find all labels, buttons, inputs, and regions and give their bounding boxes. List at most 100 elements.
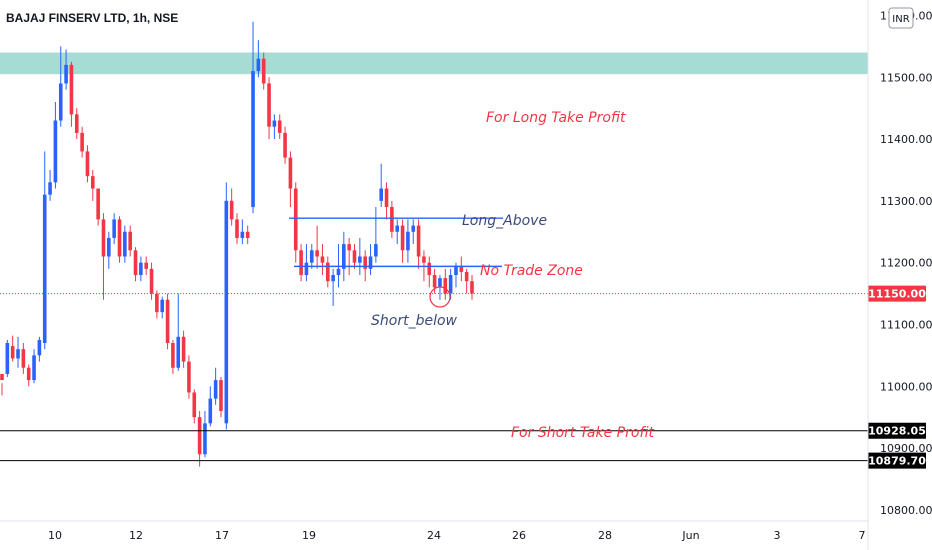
x-tick-label: 24	[427, 529, 441, 542]
candle-body	[427, 262, 432, 276]
level-price-badge: 10928.05	[868, 422, 926, 439]
candle-body	[96, 188, 100, 220]
candle	[187, 355, 191, 399]
annotation-short-take-profit[interactable]: For Short Take Profit	[511, 425, 654, 441]
candle	[272, 114, 277, 140]
candle	[208, 386, 213, 427]
level-price-badge: 10879.70	[868, 452, 926, 469]
annotation-no-trade-zone[interactable]: No Trade Zone	[480, 263, 583, 279]
candle-body	[432, 275, 437, 288]
candle	[384, 182, 389, 220]
candle	[320, 244, 325, 276]
candle	[293, 182, 298, 263]
candle-body	[261, 58, 266, 84]
candle-body	[197, 417, 202, 455]
candle-body	[277, 120, 282, 133]
annotation-long-take-profit[interactable]: For Long Take Profit	[486, 110, 626, 126]
candle-body	[208, 398, 213, 424]
candle-body	[358, 256, 362, 263]
candle-body	[422, 256, 426, 263]
candle-body	[112, 219, 116, 238]
annotation-long-above[interactable]: Long_Above	[462, 213, 547, 229]
annotation-short-below[interactable]: Short_below	[371, 313, 458, 329]
candle-body	[390, 207, 394, 232]
candle-body	[470, 281, 474, 294]
candle-body	[224, 200, 229, 424]
candle	[0, 373, 4, 396]
candle	[90, 169, 95, 201]
candle-body	[203, 423, 207, 455]
candle-body	[267, 83, 271, 127]
level-price-label: 10879.70	[868, 455, 926, 468]
candle	[331, 268, 335, 306]
candle-body	[320, 256, 325, 263]
candle	[128, 225, 132, 257]
candle	[368, 244, 373, 276]
candle	[171, 339, 175, 374]
y-tick-label: 11500.00	[880, 71, 932, 84]
candle-body	[368, 256, 373, 269]
candle-body	[304, 262, 309, 276]
candle	[406, 219, 410, 263]
candle	[416, 219, 421, 269]
candle-body	[213, 380, 218, 399]
candle-body	[379, 188, 384, 201]
y-tick-label: 11300.00	[880, 195, 932, 208]
y-tick-label: 11400.00	[880, 133, 932, 146]
currency-button[interactable]: INR	[888, 7, 914, 29]
candle-body	[438, 278, 442, 288]
candle-body	[10, 346, 15, 359]
candle	[342, 231, 346, 282]
candle-body	[69, 64, 74, 115]
candle	[283, 126, 287, 164]
x-tick-label: 10	[48, 529, 62, 542]
candle-body	[117, 219, 122, 257]
breakdown-marker[interactable]	[429, 286, 451, 308]
candle	[197, 410, 202, 467]
candle-body	[299, 250, 303, 276]
candle	[277, 114, 282, 140]
candle	[176, 293, 181, 371]
candle	[304, 244, 309, 282]
x-tick-label: 17	[215, 529, 229, 542]
candle-body	[0, 373, 4, 381]
candle	[37, 336, 42, 362]
candle-body	[384, 188, 389, 208]
x-tick-label: 28	[598, 529, 612, 542]
candle	[144, 256, 149, 276]
candle	[117, 216, 122, 263]
candle-body	[133, 250, 138, 276]
candle	[358, 237, 362, 276]
candle	[464, 268, 469, 294]
candle-body	[149, 268, 154, 294]
candle-body	[155, 293, 159, 313]
candle	[229, 188, 234, 226]
candle	[101, 213, 106, 300]
y-tick-label: 11200.00	[880, 257, 932, 270]
candle-body	[26, 367, 31, 381]
candle	[347, 237, 351, 276]
candle-body	[448, 275, 453, 294]
candle-body	[107, 237, 111, 257]
x-tick-label: 12	[129, 529, 143, 542]
candle	[443, 268, 448, 300]
candle	[16, 336, 20, 368]
candle-body	[32, 355, 36, 381]
take-profit-zone[interactable]	[0, 52, 868, 75]
candle	[181, 330, 186, 368]
candle-body	[53, 120, 58, 183]
candle-body	[363, 256, 367, 269]
candle-body	[139, 262, 143, 276]
candle	[10, 335, 15, 362]
candle	[160, 296, 165, 319]
candle-body	[64, 64, 68, 84]
candle-body	[374, 244, 378, 257]
candle-body	[48, 182, 52, 195]
candle-body	[272, 120, 277, 127]
candle-body	[181, 336, 186, 362]
candle-body	[459, 265, 464, 272]
candle	[213, 367, 218, 405]
candle	[352, 244, 357, 269]
